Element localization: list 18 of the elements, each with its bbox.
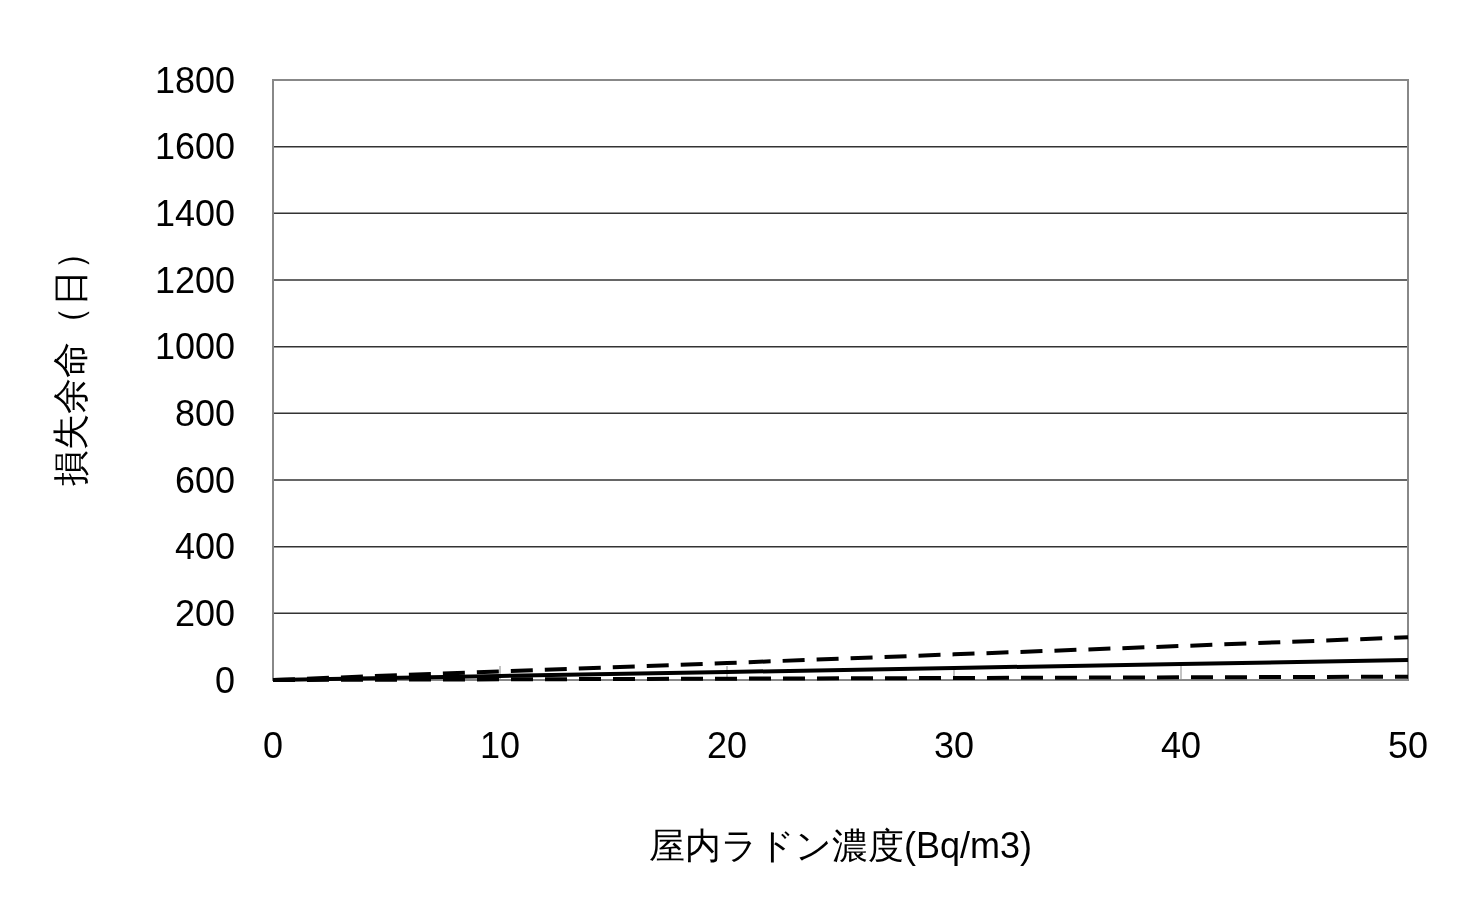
y-tick-label: 1600 xyxy=(154,126,235,168)
x-tick-label: 30 xyxy=(933,725,975,766)
y-tick-label: 200 xyxy=(174,592,235,634)
y-tick-label: 1200 xyxy=(154,259,235,301)
x-axis-title: 屋内ラドン濃度(Bq/m3) xyxy=(648,825,1033,866)
x-tick-label: 50 xyxy=(1387,725,1429,766)
x-tick-label: 20 xyxy=(706,725,748,766)
y-tick-label: 1400 xyxy=(154,192,235,234)
x-tick-label: 40 xyxy=(1160,725,1202,766)
y-tick-label: 400 xyxy=(174,526,235,568)
y-tick-label: 1000 xyxy=(154,326,235,368)
y-axis-title: 損失余命（日） xyxy=(50,234,91,486)
y-tick-label: 1800 xyxy=(154,59,235,101)
x-tick-label: 0 xyxy=(262,725,284,766)
y-tick-label: 800 xyxy=(174,392,235,434)
y-tick-label: 0 xyxy=(214,659,235,701)
x-tick-label: 10 xyxy=(479,725,521,766)
y-tick-label: 600 xyxy=(174,459,235,501)
